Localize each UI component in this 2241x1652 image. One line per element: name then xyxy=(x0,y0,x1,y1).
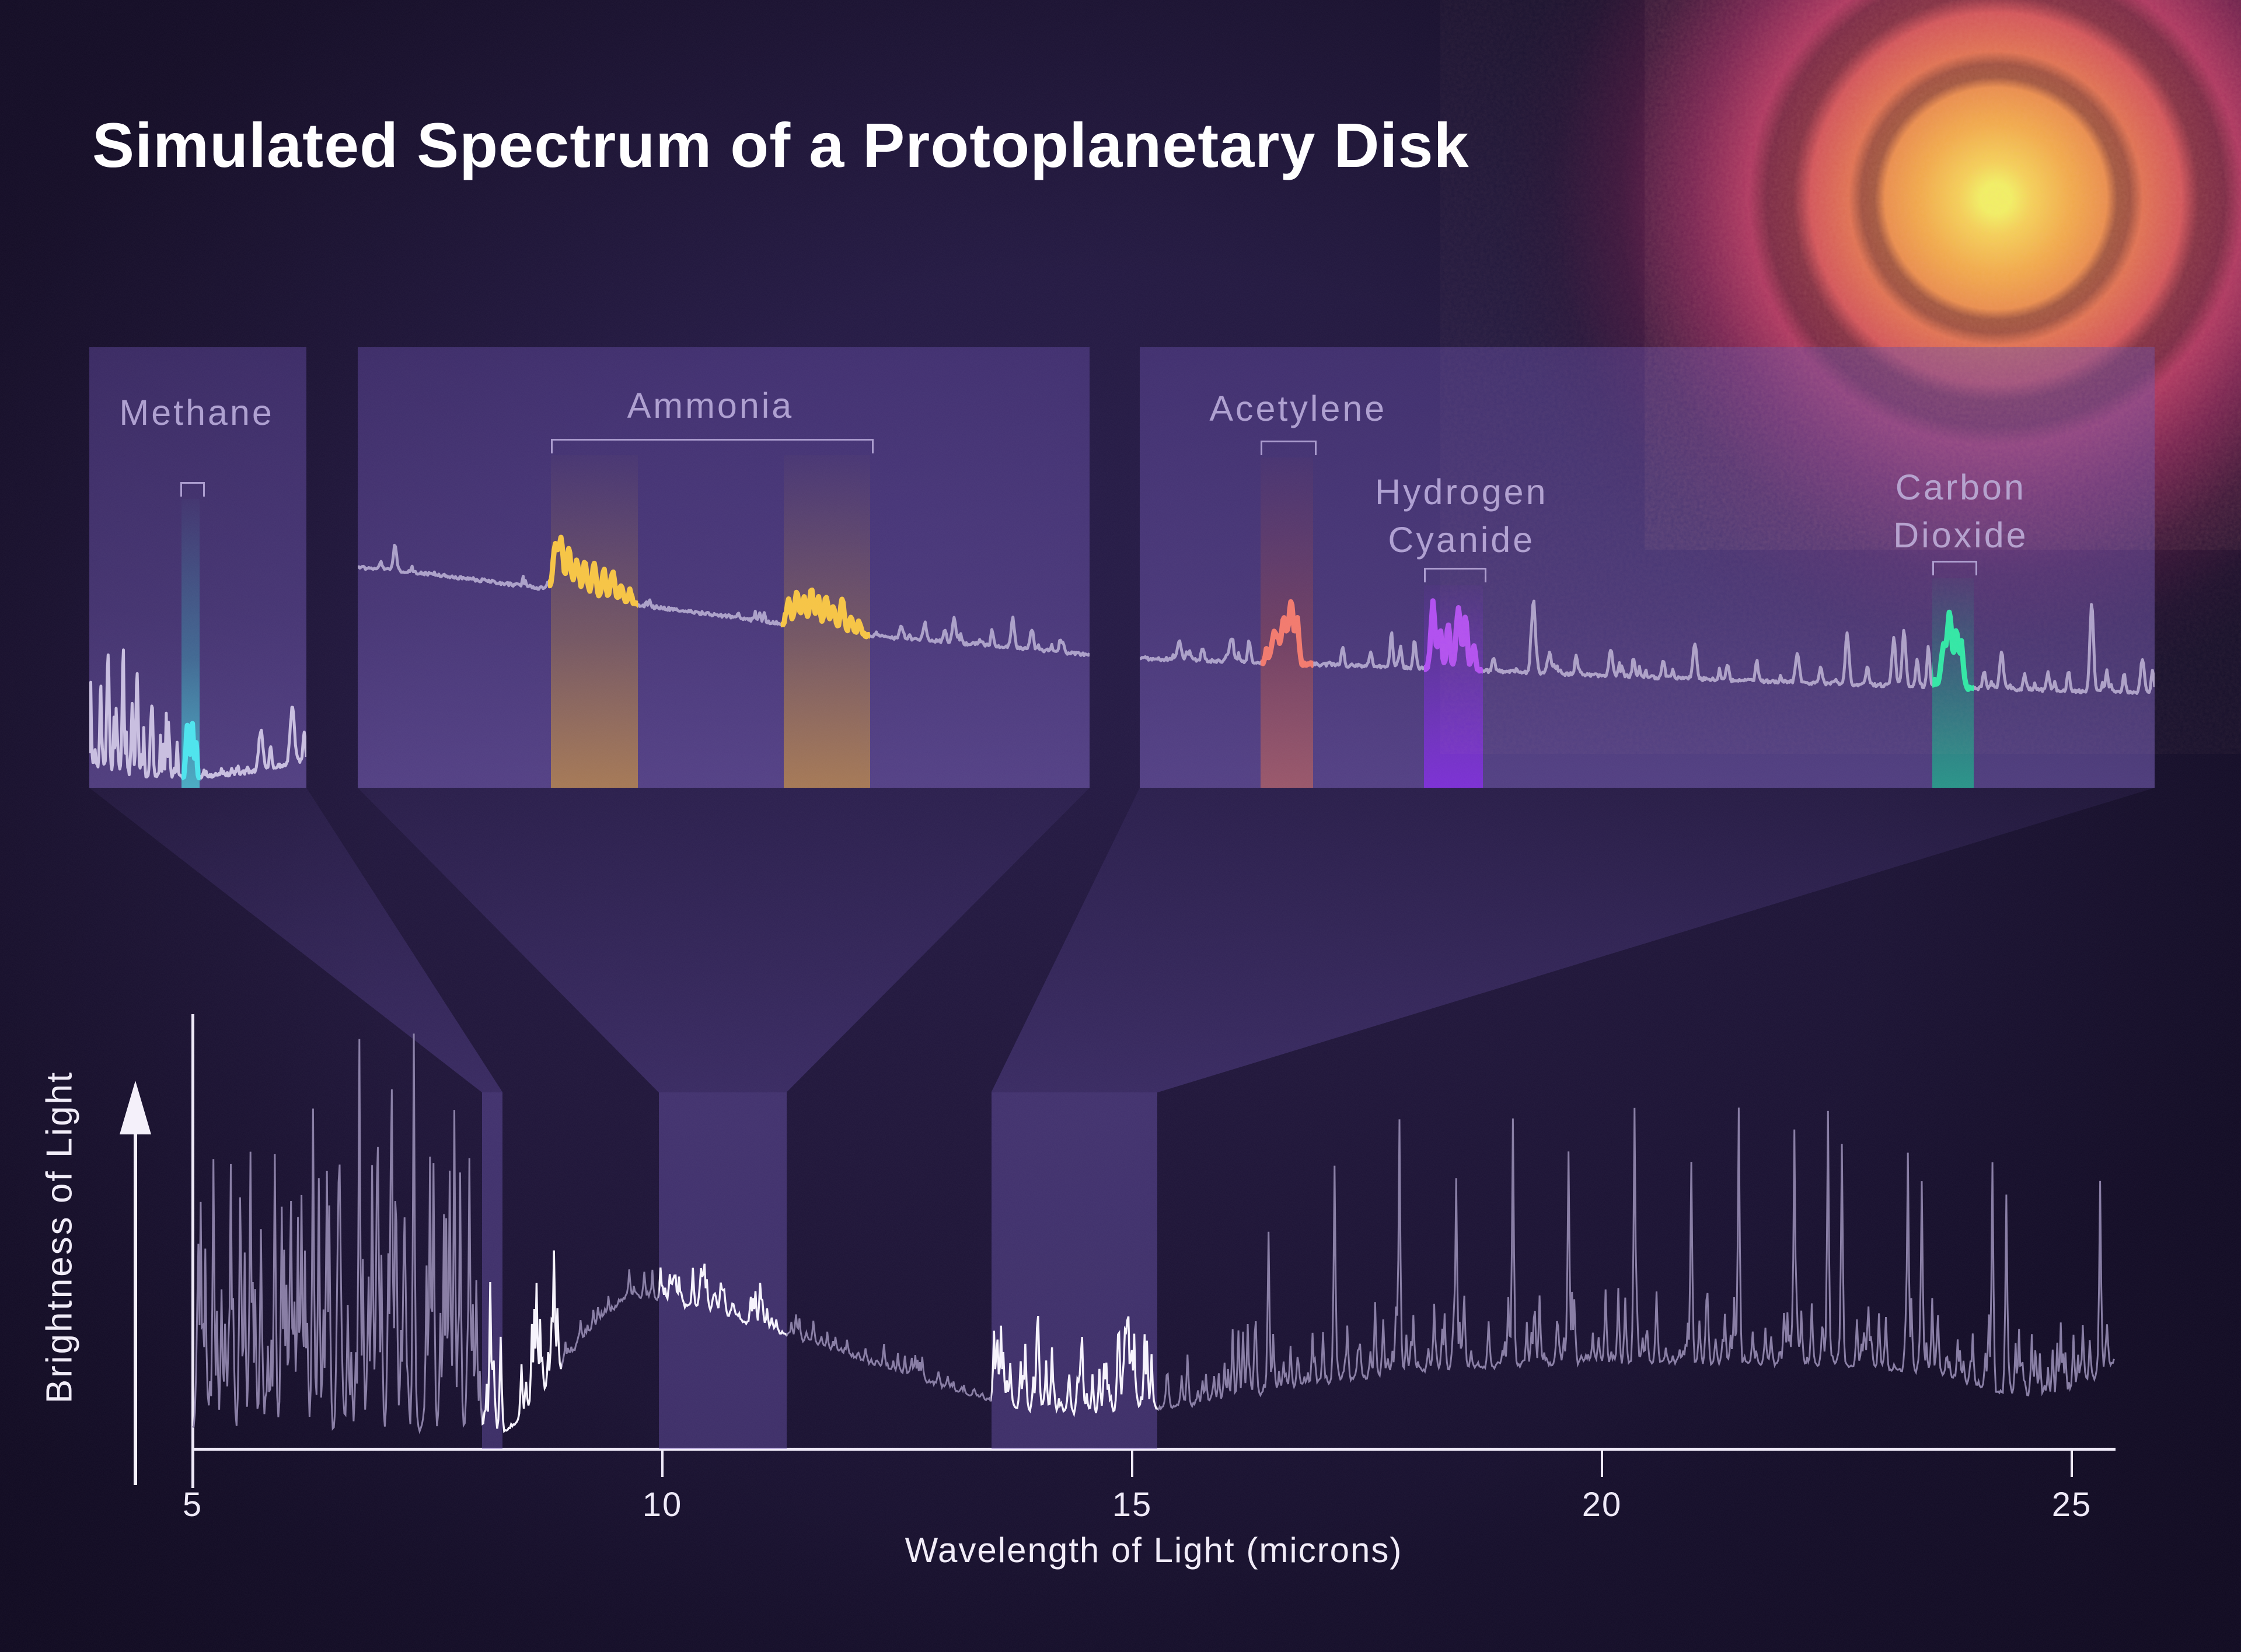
inset-highlight-ammonia-1 xyxy=(780,587,870,640)
main-spectrum-highlighted-segments xyxy=(481,1033,1158,1435)
inset-highlight-ammonia-0 xyxy=(548,535,638,609)
inset-spectrum-ammonia xyxy=(358,536,1090,658)
main-spectrum-line xyxy=(192,1033,2115,1434)
inset-highlight-acetylene-hcn-co2-0 xyxy=(1260,599,1314,668)
